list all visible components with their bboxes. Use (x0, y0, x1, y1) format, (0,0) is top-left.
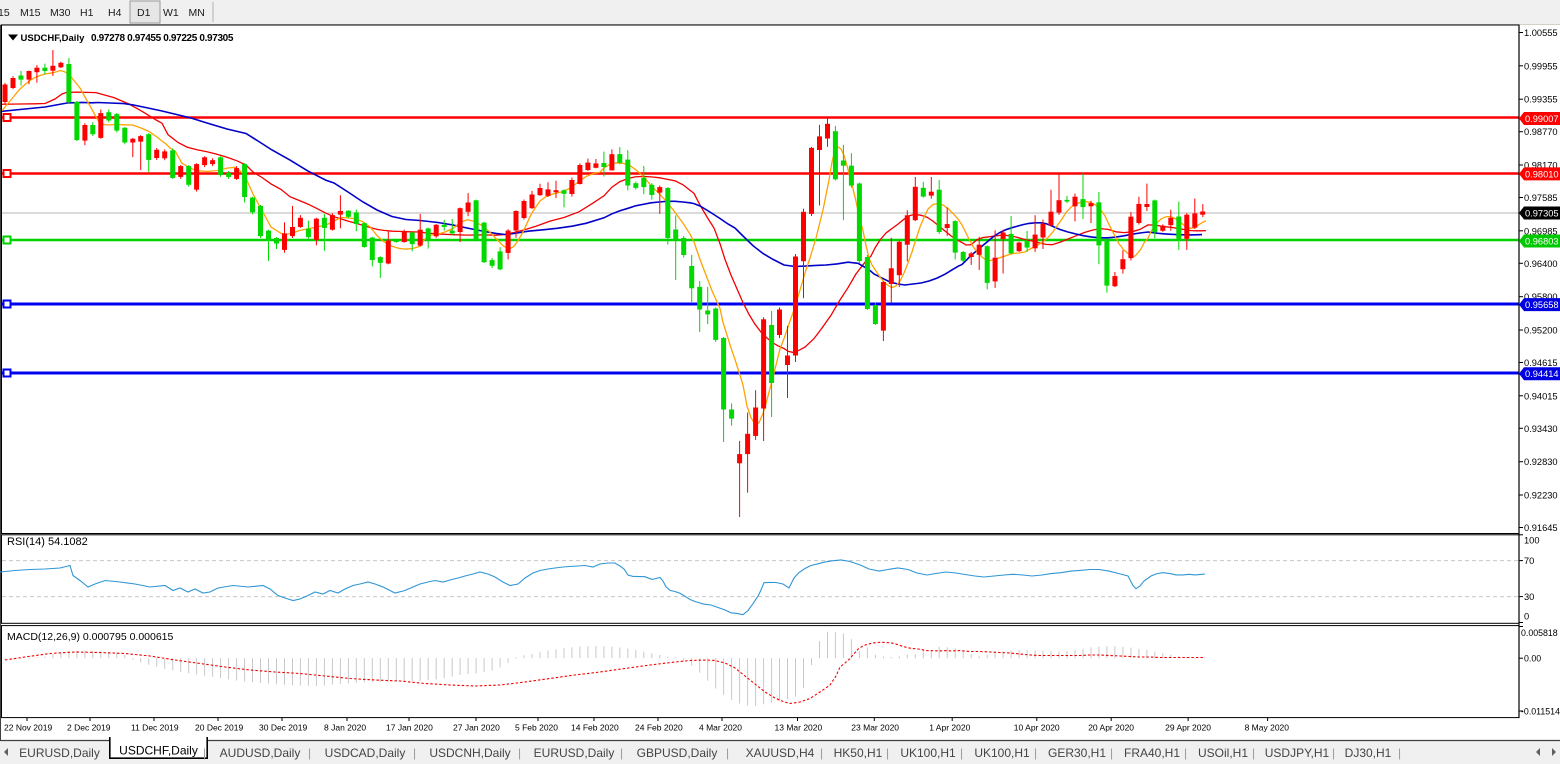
svg-text:|: | (886, 746, 889, 760)
svg-text:|: | (1110, 746, 1113, 760)
svg-text:AUDUSD,Daily: AUDUSD,Daily (220, 746, 301, 760)
svg-text:11 Dec 2019: 11 Dec 2019 (131, 723, 179, 733)
svg-text:USDCHF,Daily: USDCHF,Daily (119, 744, 198, 758)
svg-text:W1: W1 (163, 7, 179, 19)
svg-text:0: 0 (1524, 612, 1529, 622)
svg-text:70: 70 (1524, 556, 1534, 566)
svg-text:0.98770: 0.98770 (1524, 127, 1558, 137)
svg-text:EURUSD,Daily: EURUSD,Daily (534, 746, 615, 760)
svg-text:30 Dec 2019: 30 Dec 2019 (259, 723, 307, 733)
svg-text:30: 30 (1524, 592, 1534, 602)
svg-text:GBPUSD,Daily: GBPUSD,Daily (637, 746, 718, 760)
svg-text:|: | (726, 746, 729, 760)
svg-text:8 May 2020: 8 May 2020 (1245, 723, 1290, 733)
svg-text:8 Jan 2020: 8 Jan 2020 (324, 723, 366, 733)
svg-text:-0.011514: -0.011514 (1521, 707, 1560, 717)
svg-text:10 Apr 2020: 10 Apr 2020 (1014, 723, 1060, 733)
svg-text:0.99355: 0.99355 (1524, 95, 1558, 105)
svg-text:0.93430: 0.93430 (1524, 424, 1558, 434)
svg-text:|: | (960, 746, 963, 760)
svg-text:0.95800: 0.95800 (1524, 292, 1558, 302)
svg-text:0.00: 0.00 (1524, 654, 1541, 664)
svg-text:XAUUSD,H4: XAUUSD,H4 (746, 746, 815, 760)
svg-text:14 Feb 2020: 14 Feb 2020 (571, 723, 619, 733)
svg-text:DJ30,H1: DJ30,H1 (1345, 746, 1392, 760)
svg-text:0.92230: 0.92230 (1524, 491, 1558, 501)
svg-text:24 Feb 2020: 24 Feb 2020 (635, 723, 683, 733)
svg-text:0.96985: 0.96985 (1524, 226, 1558, 236)
svg-text:|: | (1034, 746, 1037, 760)
svg-text:22 Nov 2019: 22 Nov 2019 (4, 723, 52, 733)
svg-text:0.97278 0.97455 0.97225 0.9730: 0.97278 0.97455 0.97225 0.97305 (91, 33, 234, 44)
svg-text:0.99955: 0.99955 (1524, 61, 1558, 71)
svg-text:0.96400: 0.96400 (1524, 259, 1558, 269)
svg-text:RSI(14) 54.1082: RSI(14) 54.1082 (7, 536, 88, 548)
svg-text:0.97585: 0.97585 (1524, 193, 1558, 203)
svg-text:0.94615: 0.94615 (1524, 358, 1558, 368)
svg-text:USOil,H1: USOil,H1 (1198, 746, 1248, 760)
svg-text:0.99007: 0.99007 (1525, 114, 1559, 124)
svg-text:0.91645: 0.91645 (1524, 523, 1558, 533)
svg-text:13 Mar 2020: 13 Mar 2020 (775, 723, 823, 733)
svg-text:|: | (1252, 746, 1255, 760)
svg-text:0.98010: 0.98010 (1525, 169, 1559, 179)
svg-text:FRA40,H1: FRA40,H1 (1124, 746, 1180, 760)
svg-text:15: 15 (0, 7, 10, 19)
svg-text:100: 100 (1524, 536, 1540, 546)
svg-text:|: | (413, 746, 416, 760)
svg-text:20 Apr 2020: 20 Apr 2020 (1088, 723, 1134, 733)
svg-text:17 Jan 2020: 17 Jan 2020 (386, 723, 433, 733)
svg-text:1 Apr 2020: 1 Apr 2020 (929, 723, 970, 733)
svg-text:|: | (518, 746, 521, 760)
svg-text:29 Apr 2020: 29 Apr 2020 (1165, 723, 1211, 733)
svg-text:20 Dec 2019: 20 Dec 2019 (195, 723, 243, 733)
svg-text:HK50,H1: HK50,H1 (834, 746, 883, 760)
svg-text:USDCNH,Daily: USDCNH,Daily (429, 746, 510, 760)
svg-text:D1: D1 (137, 7, 151, 19)
svg-text:0.98170: 0.98170 (1524, 161, 1558, 171)
svg-text:M30: M30 (50, 7, 71, 19)
svg-text:|: | (308, 746, 311, 760)
svg-text:UK100,H1: UK100,H1 (974, 746, 1030, 760)
svg-text:USDCAD,Daily: USDCAD,Daily (325, 746, 406, 760)
svg-text:H1: H1 (80, 7, 94, 19)
svg-text:|: | (1398, 746, 1401, 760)
svg-text:EURUSD,Daily: EURUSD,Daily (19, 746, 100, 760)
svg-text:0.94414: 0.94414 (1525, 369, 1559, 379)
svg-text:0.92830: 0.92830 (1524, 457, 1558, 467)
svg-text:0.95200: 0.95200 (1524, 326, 1558, 336)
svg-text:USDJPY,H1: USDJPY,H1 (1265, 746, 1330, 760)
svg-text:0.94015: 0.94015 (1524, 391, 1558, 401)
svg-text:GER30,H1: GER30,H1 (1048, 746, 1106, 760)
svg-text:|: | (1332, 746, 1335, 760)
svg-text:4 Mar 2020: 4 Mar 2020 (699, 723, 742, 733)
svg-text:UK100,H1: UK100,H1 (900, 746, 956, 760)
svg-text:0.96803: 0.96803 (1525, 237, 1559, 247)
svg-text:1.00555: 1.00555 (1524, 28, 1558, 38)
svg-text:0.97305: 0.97305 (1525, 209, 1559, 219)
svg-text:23 Mar 2020: 23 Mar 2020 (851, 723, 899, 733)
svg-text:|: | (820, 746, 823, 760)
svg-text:M15: M15 (20, 7, 41, 19)
svg-text:0.95658: 0.95658 (1525, 300, 1559, 310)
svg-text:27 Jan 2020: 27 Jan 2020 (453, 723, 500, 733)
svg-text:|: | (203, 746, 206, 760)
svg-text:MN: MN (189, 7, 205, 19)
svg-text:|: | (1184, 746, 1187, 760)
svg-text:H4: H4 (108, 7, 122, 19)
svg-text:MACD(12,26,9) 0.000795 0.00061: MACD(12,26,9) 0.000795 0.000615 (7, 631, 174, 643)
svg-text:0.005818: 0.005818 (1521, 628, 1558, 638)
svg-text:2 Dec 2019: 2 Dec 2019 (67, 723, 111, 733)
svg-text:5 Feb 2020: 5 Feb 2020 (515, 723, 558, 733)
svg-text:|: | (620, 746, 623, 760)
svg-text:USDCHF,Daily: USDCHF,Daily (21, 33, 86, 44)
